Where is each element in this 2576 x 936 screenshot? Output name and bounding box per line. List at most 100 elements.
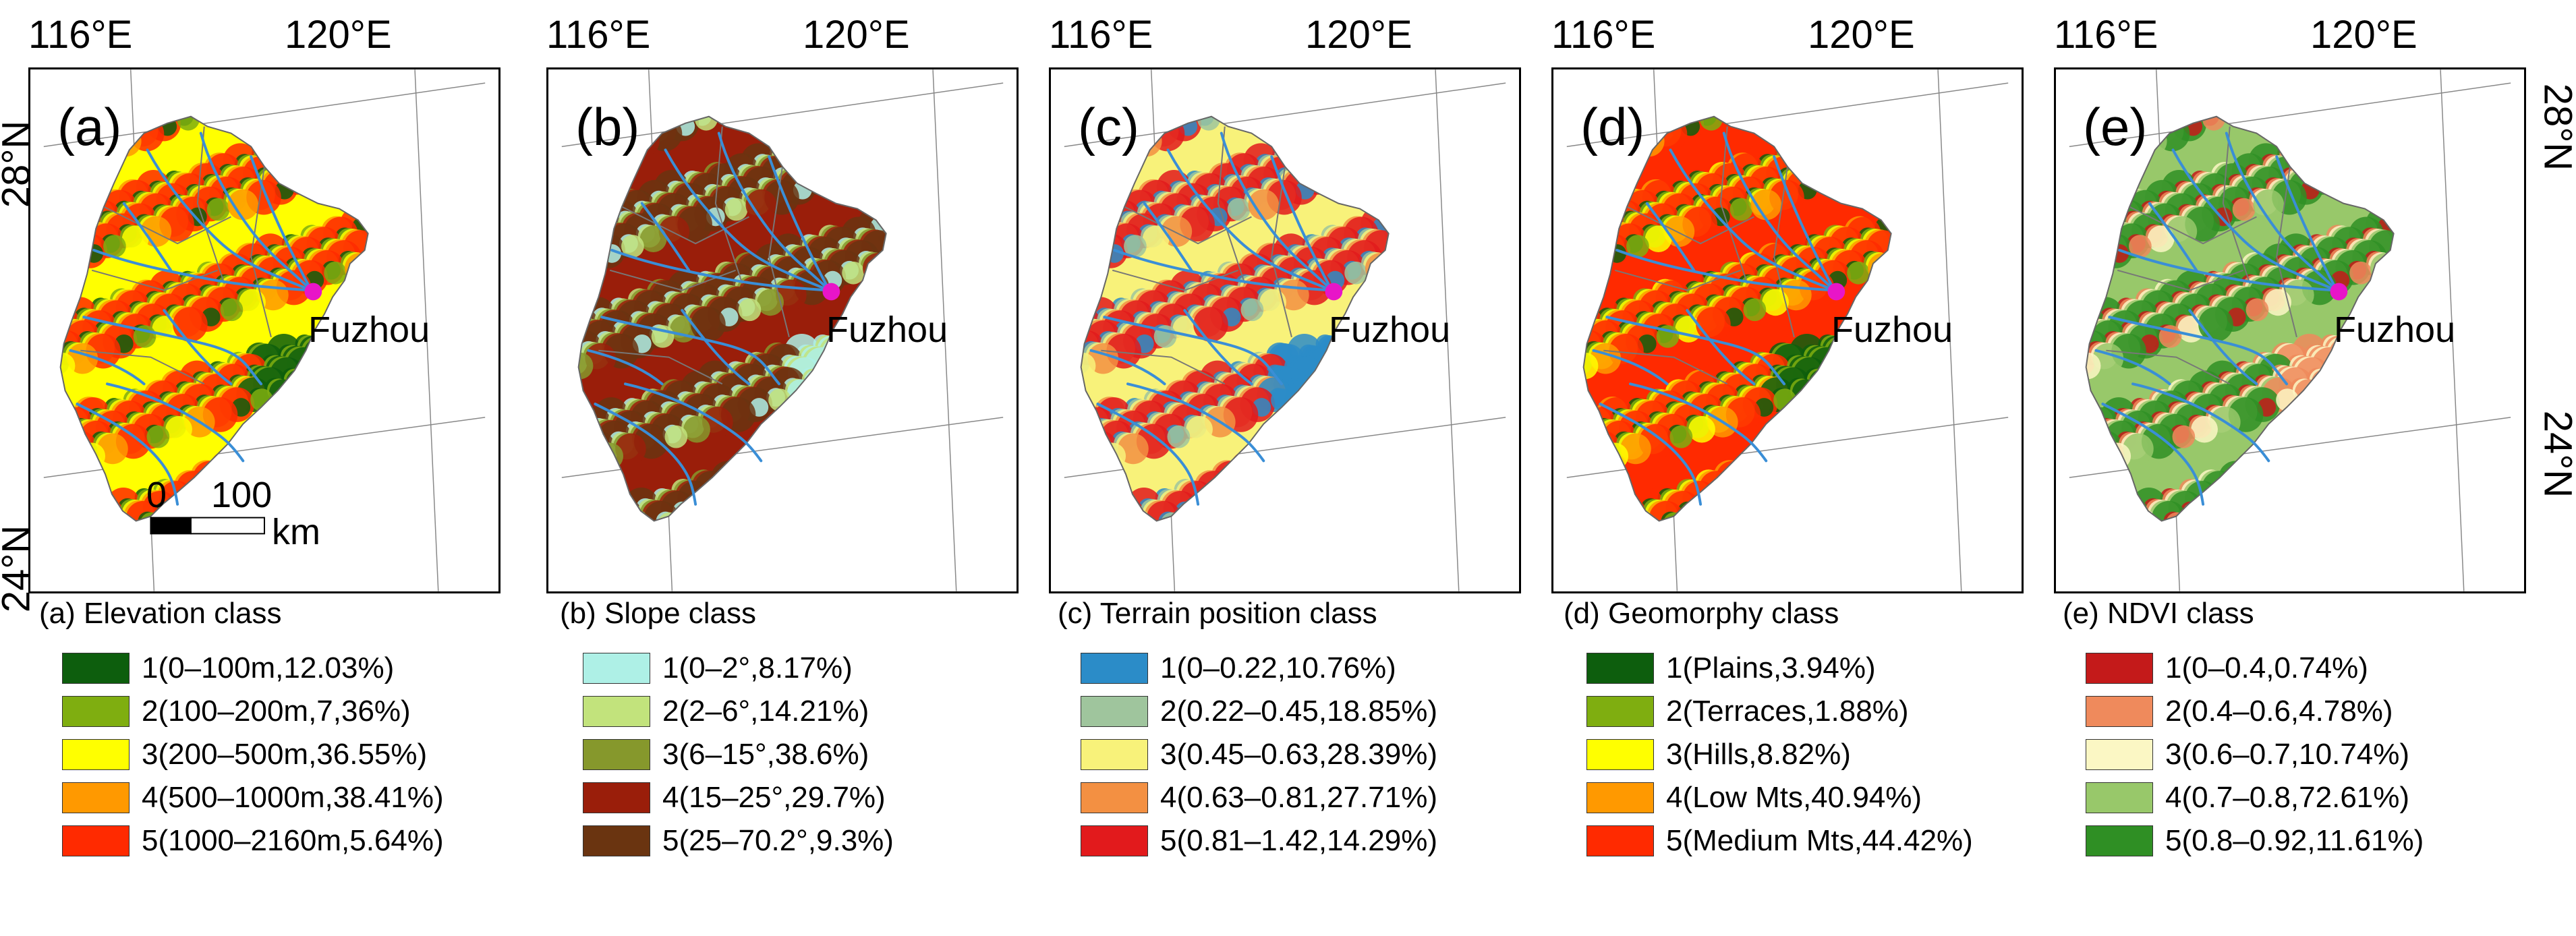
legend-item-e-5: 5(0.8–0.92,11.61%) (2086, 819, 2575, 862)
city-label-fuzhou-c: Fuzhou (1329, 310, 1451, 350)
legend-swatch (62, 696, 130, 727)
legend-swatch (2086, 696, 2153, 727)
map-a-svg (43, 69, 486, 591)
map-e-svg (2069, 69, 2511, 591)
scale-bar (150, 517, 265, 535)
lon-label-120e-c: 120°E (1305, 13, 1412, 57)
legend-title-a: (a) Elevation class (39, 597, 282, 630)
legend-item-d-4: 4(Low Mts,40.94%) (1586, 776, 2076, 819)
panel-label-d: (d) (1580, 97, 1645, 156)
legend-swatch (62, 825, 130, 856)
legend-title-c: (c) Terrain position class (1058, 597, 1377, 630)
legend-item-b-3: 3(6–15°,38.6%) (583, 733, 1072, 776)
legend-item-c-3: 3(0.45–0.63,28.39%) (1081, 733, 1570, 776)
city-label-fuzhou-b: Fuzhou (826, 310, 948, 350)
fuzhou-marker (822, 283, 840, 301)
legend-item-b-4: 4(15–25°,29.7%) (583, 776, 1072, 819)
legend-label: 3(0.6–0.7,10.74%) (2165, 738, 2410, 771)
legend-swatch (1586, 825, 1654, 856)
lon-label-116e-d: 116°E (1551, 13, 1656, 57)
river-network (1089, 131, 1334, 506)
legend-label: 5(1000–2160m,5.64%) (142, 824, 444, 857)
legend-e: (e) NDVI class 1(0–0.4,0.74%) 2(0.4–0.6,4.… (2063, 597, 2575, 862)
legend-item-a-4: 4(500–1000m,38.41%) (62, 776, 552, 819)
legend-label: 3(0.45–0.63,28.39%) (1160, 738, 1437, 771)
legend-swatch (1081, 825, 1148, 856)
legend-item-a-2: 2(100–200m,7,36%) (62, 690, 552, 733)
map-b-svg (561, 69, 1004, 591)
city-label-fuzhou-e: Fuzhou (2334, 310, 2456, 350)
legend-swatch (1586, 653, 1654, 684)
legend-label: 4(Low Mts,40.94%) (1666, 781, 1922, 814)
legend-title-d: (d) Geomorphy class (1564, 597, 1839, 630)
legend-a: (a) Elevation class 1(0–100m,12.03%) 2(100… (39, 597, 552, 862)
legend-swatch (1586, 696, 1654, 727)
scale-bar-unit: km (272, 512, 320, 552)
legend-d: (d) Geomorphy class 1(Plains,3.94%) 2(Terr… (1564, 597, 2076, 862)
city-label-fuzhou-a: Fuzhou (308, 310, 430, 350)
grid-line-28n (1064, 82, 1506, 148)
scale-bar-zero: 0 (146, 475, 167, 515)
lon-label-120e-d: 120°E (1808, 13, 1915, 57)
county-boundaries (598, 126, 790, 385)
map-c-svg (1064, 69, 1506, 591)
legend-label: 1(0–100m,12.03%) (142, 651, 395, 684)
legend-item-d-3: 3(Hills,8.82%) (1586, 733, 2076, 776)
legend-label: 1(0–2°,8.17%) (662, 651, 853, 684)
city-label-fuzhou-d: Fuzhou (1831, 310, 1953, 350)
legend-item-a-1: 1(0–100m,12.03%) (62, 647, 552, 690)
map-panel-b: (b) Fuzhou (546, 67, 1019, 593)
fuzhou-marker (304, 283, 322, 301)
legend-swatch (1081, 696, 1148, 727)
legend-label: 2(Terraces,1.88%) (1666, 695, 1909, 728)
grid-line-120e (2440, 69, 2465, 591)
province-outline (1080, 115, 1390, 522)
province-outline (59, 115, 369, 522)
scale-bar-hundred: 100 (211, 475, 273, 515)
legend-item-c-5: 5(0.81–1.42,14.29%) (1081, 819, 1570, 862)
legend-b: (b) Slope class 1(0–2°,8.17%) 2(2–6°,14.21… (560, 597, 1072, 862)
panel-label-b: (b) (575, 97, 640, 156)
legend-label: 5(0.8–0.92,11.61%) (2165, 824, 2424, 857)
legend-item-c-1: 1(0–0.22,10.76%) (1081, 647, 1570, 690)
lon-label-116e-e: 116°E (2054, 13, 2158, 57)
legend-title-b: (b) Slope class (560, 597, 757, 630)
legend-swatch (2086, 739, 2153, 770)
map-panel-d: (d) Fuzhou (1551, 67, 2024, 593)
legend-swatch (62, 739, 130, 770)
legend-label: 4(0.63–0.81,27.71%) (1160, 781, 1437, 814)
panel-label-e: (e) (2083, 97, 2148, 156)
legend-swatch (62, 782, 130, 813)
legend-item-d-5: 5(Medium Mts,44.42%) (1586, 819, 2076, 862)
legend-label: 5(0.81–1.42,14.29%) (1160, 824, 1437, 857)
legend-label: 3(200–500m,36.55%) (142, 738, 428, 771)
lon-label-116e-b: 116°E (546, 13, 651, 57)
legend-label: 2(100–200m,7,36%) (142, 695, 411, 728)
lon-label-116e-c: 116°E (1049, 13, 1153, 57)
river-network (1592, 131, 1836, 506)
province-outline (577, 115, 887, 522)
map-panel-a: (a) Fuzhou 0 100 km (28, 67, 500, 593)
legend-label: 5(25–70.2°,9.3%) (662, 824, 894, 857)
legend-item-d-1: 1(Plains,3.94%) (1586, 647, 2076, 690)
legend-item-a-5: 5(1000–2160m,5.64%) (62, 819, 552, 862)
map-panel-c: (c) Fuzhou (1049, 67, 1521, 593)
legend-swatch (583, 653, 650, 684)
legend-swatch (1586, 739, 1654, 770)
legend-item-e-2: 2(0.4–0.6,4.78%) (2086, 690, 2575, 733)
river-network (587, 131, 831, 506)
legend-label: 4(500–1000m,38.41%) (142, 781, 444, 814)
panel-label-c: (c) (1078, 97, 1139, 156)
panel-label-a: (a) (57, 97, 122, 156)
legend-label: 1(0–0.22,10.76%) (1160, 651, 1396, 684)
legend-c: (c) Terrain position class 1(0–0.22,10.76… (1058, 597, 1570, 862)
legend-label: 4(15–25°,29.7%) (662, 781, 886, 814)
legend-label: 1(0–0.4,0.74%) (2165, 651, 2368, 684)
fuzhou-marker (2330, 283, 2348, 301)
grid-line-120e (1937, 69, 1962, 591)
grid-line-28n (561, 82, 1004, 148)
map-panel-e: (e) Fuzhou (2054, 67, 2526, 593)
lat-label-24n-right: 24°N (2536, 410, 2576, 498)
legend-item-b-5: 5(25–70.2°,9.3%) (583, 819, 1072, 862)
legend-swatch (1081, 653, 1148, 684)
